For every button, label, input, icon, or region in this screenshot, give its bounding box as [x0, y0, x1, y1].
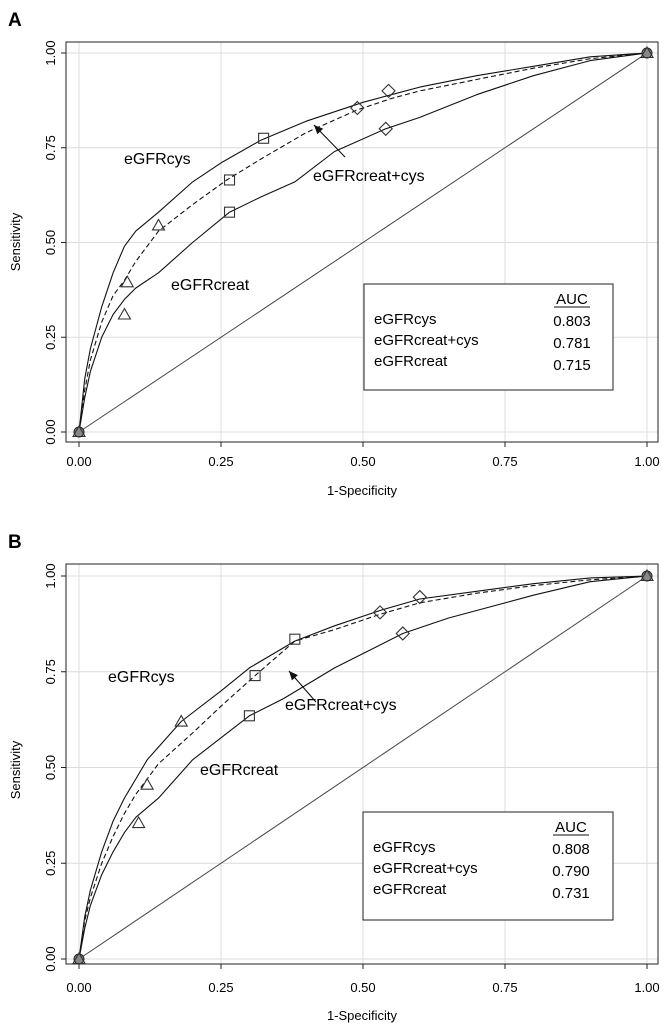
x-tick-label: 0.00 [66, 454, 91, 469]
series-line-1 [78, 52, 648, 433]
diamond-marker [412, 589, 428, 605]
x-tick-label: 1.00 [634, 454, 659, 469]
x-tick-label: 1.00 [634, 980, 659, 995]
series-line-2 [78, 575, 648, 960]
y-tick-label: 0.50 [43, 230, 58, 255]
panel-a: A 0.00 0.00 0.25 0.25 0.50 0.50 0.75 0.75 1.00 1.0… [8, 10, 660, 498]
plot-frame [65, 563, 659, 965]
triangle-marker [174, 714, 189, 727]
reference-diagonal [78, 575, 648, 960]
legend-header: AUC [555, 819, 587, 836]
series-line-1 [78, 575, 648, 960]
annotation-egfrcreat-cys: eGFRcreat+cys [285, 697, 397, 714]
panel-b: B 0.00 0.00 0.25 0.25 0.50 0.50 0.75 0.75 1.00 1.0… [8, 532, 660, 1023]
series-line-0 [78, 575, 648, 960]
endpoint-triangle-marker [640, 568, 654, 582]
triangle-marker [131, 815, 146, 829]
legend-auc-value: 0.790 [552, 863, 590, 880]
square-marker [223, 206, 236, 218]
x-tick-label: 0.75 [492, 980, 517, 995]
square-marker [249, 670, 261, 682]
series-line-2 [78, 52, 648, 433]
legend-auc-value: 0.731 [552, 885, 590, 902]
endpoint-triangle-marker [640, 45, 654, 59]
legend-auc-value: 0.781 [553, 335, 591, 352]
x-tick-label: 0.75 [492, 454, 517, 469]
x-axis-label: 1-Specificity [327, 1008, 398, 1023]
legend-auc-value: 0.808 [552, 841, 590, 858]
x-tick-label: 0.50 [350, 454, 375, 469]
legend-box [363, 283, 614, 391]
y-axis-label: Sensitivity [8, 740, 23, 799]
triangle-marker [120, 275, 135, 288]
square-marker [243, 710, 255, 722]
legend: AUC eGFRcys 0.808 eGFRcreat+cys 0.790 eGFRcre… [362, 811, 614, 921]
series-line-0 [78, 52, 648, 433]
endpoint-triangle-marker [72, 424, 86, 438]
y-tick-label: 0.25 [43, 851, 58, 876]
square-marker [223, 174, 236, 186]
legend-label: eGFRcys [373, 839, 436, 856]
legend-label: eGFRcreat [373, 881, 447, 898]
diamond-marker [381, 83, 396, 99]
y-tick-label: 0.00 [43, 946, 58, 971]
reference-diagonal [78, 52, 648, 433]
x-tick-label: 0.50 [350, 980, 375, 995]
legend-auc-value: 0.715 [553, 357, 591, 374]
panel-letter: A [8, 10, 22, 31]
x-tick-label: 0.25 [208, 454, 233, 469]
legend-header: AUC [556, 291, 588, 308]
y-tick-label: 1.00 [43, 40, 58, 65]
diamond-marker [350, 100, 365, 116]
annotation-arrowhead [314, 125, 324, 135]
y-tick-label: 0.75 [43, 135, 58, 160]
legend-label: eGFRcreat [374, 353, 448, 370]
triangle-marker [151, 218, 166, 231]
square-marker [258, 132, 270, 144]
diamond-marker [378, 121, 393, 137]
endpoint-triangle-marker [72, 951, 86, 965]
y-tick-label: 0.00 [43, 419, 58, 444]
legend-box [362, 811, 614, 921]
legend-label: eGFRcys [374, 311, 437, 328]
y-tick-label: 1.00 [43, 563, 58, 588]
x-axis-label: 1-Specificity [327, 483, 398, 498]
annotation-egfrcys: eGFRcys [108, 669, 175, 686]
y-tick-label: 0.50 [43, 755, 58, 780]
annotation-egfrcreat-cys: eGFRcreat+cys [313, 168, 425, 185]
annotation-egfrcreat: eGFRcreat [200, 762, 279, 779]
annotation-egfrcys: eGFRcys [124, 151, 191, 168]
triangle-marker [140, 777, 155, 790]
triangle-marker [117, 307, 132, 320]
x-tick-label: 0.25 [208, 980, 233, 995]
panel-letter: B [8, 532, 22, 553]
diamond-marker [395, 626, 411, 641]
square-marker [289, 633, 301, 645]
y-tick-label: 0.75 [43, 659, 58, 684]
legend-label: eGFRcreat+cys [373, 860, 478, 877]
legend: AUC eGFRcys 0.803 eGFRcreat+cys 0.781 eGFRcre… [363, 283, 614, 391]
diamond-marker [372, 605, 388, 620]
annotation-arrowhead [289, 671, 298, 681]
y-axis-label: Sensitivity [8, 212, 23, 271]
y-tick-label: 0.25 [43, 325, 58, 350]
x-tick-label: 0.00 [66, 980, 91, 995]
legend-label: eGFRcreat+cys [374, 332, 479, 349]
annotation-egfrcreat: eGFRcreat [171, 277, 250, 294]
legend-auc-value: 0.803 [553, 313, 591, 330]
